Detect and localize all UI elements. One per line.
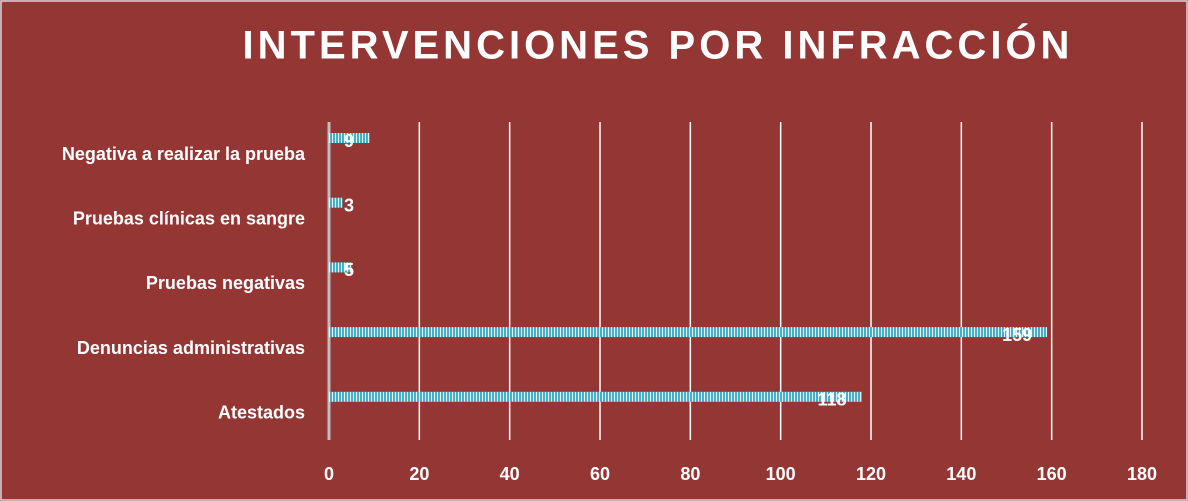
y-tick-label: Negativa a realizar la prueba <box>62 144 306 164</box>
data-label: 3 <box>344 195 354 215</box>
data-label: 118 <box>817 390 846 410</box>
bar <box>329 133 370 143</box>
x-tick-label: 160 <box>1037 464 1067 484</box>
bar <box>329 327 1048 338</box>
y-tick-label: Pruebas clínicas en sangre <box>73 208 305 228</box>
x-tick-label: 80 <box>680 464 700 484</box>
data-label: 9 <box>344 131 354 151</box>
x-tick-label: 100 <box>766 464 796 484</box>
x-tick-label: 20 <box>409 464 429 484</box>
data-label: 5 <box>344 260 354 280</box>
x-tick-label: 0 <box>324 464 334 484</box>
x-tick-label: 120 <box>856 464 886 484</box>
data-label: 159 <box>1002 325 1032 345</box>
y-tick-label: Atestados <box>218 403 305 423</box>
y-tick-label: Pruebas negativas <box>146 273 305 293</box>
y-tick-label: Denuncias administrativas <box>77 338 305 358</box>
x-tick-label: 40 <box>500 464 520 484</box>
x-tick-label: 140 <box>946 464 976 484</box>
bar <box>329 197 343 208</box>
bar <box>329 391 862 402</box>
bar <box>329 262 352 273</box>
x-tick-label: 180 <box>1127 464 1157 484</box>
x-tick-label: 60 <box>590 464 610 484</box>
chart-title: INTERVENCIONES POR INFRACCIÓN <box>243 22 1074 68</box>
